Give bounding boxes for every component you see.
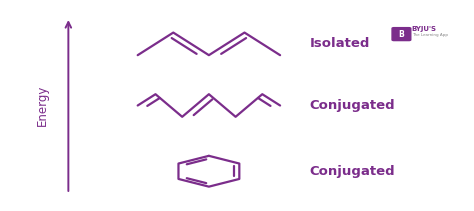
Text: B: B: [399, 30, 404, 39]
FancyBboxPatch shape: [392, 28, 411, 41]
Text: The Learning App: The Learning App: [412, 33, 448, 37]
Text: Energy: Energy: [36, 85, 49, 126]
Text: Conjugated: Conjugated: [310, 99, 395, 112]
Text: BYJU'S: BYJU'S: [412, 27, 437, 32]
Text: Conjugated: Conjugated: [310, 165, 395, 178]
Text: Isolated: Isolated: [310, 37, 370, 50]
